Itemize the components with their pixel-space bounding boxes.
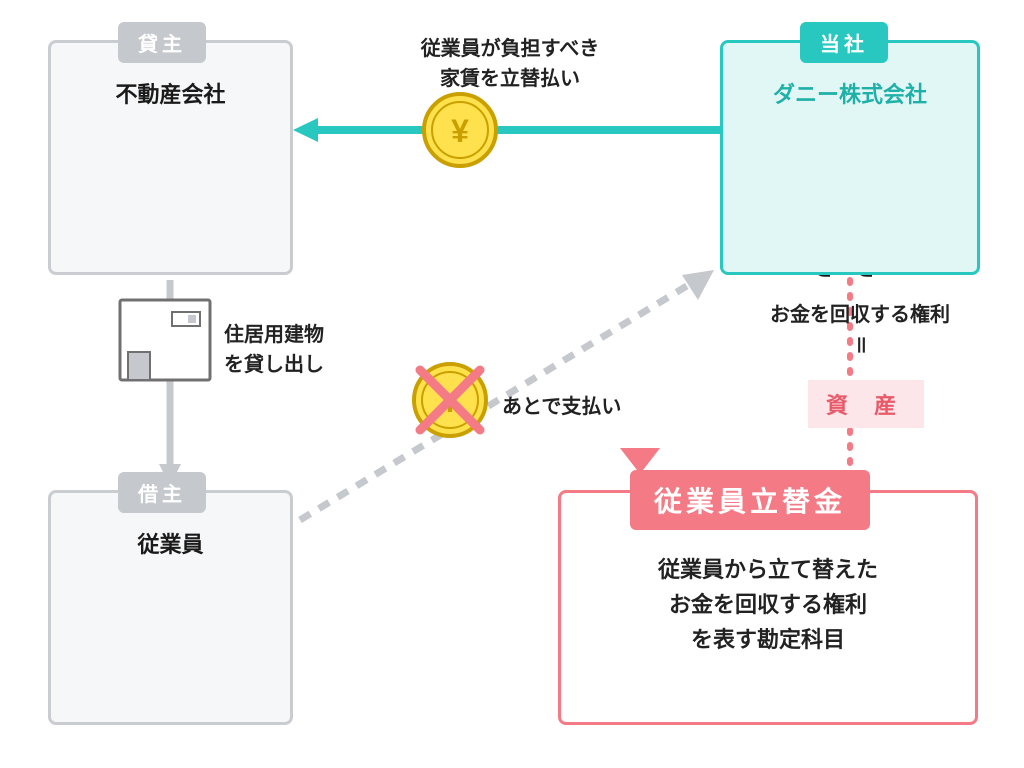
company-box: ダニー株式会社 — [720, 40, 980, 275]
annot-right-collect: お金を回収する権利 ＝ — [750, 300, 970, 360]
svg-text:¥: ¥ — [451, 113, 469, 149]
company-tab: 当社 — [800, 22, 888, 63]
lender-box: 不動産会社 — [48, 40, 293, 275]
arrow-rent-payment — [293, 118, 720, 142]
borrower-box: 従業員 — [48, 490, 293, 725]
annot-rent-advance: 従業員が負担すべき 家賃を立替払い — [360, 34, 660, 94]
yen-coin-top: ¥ — [424, 94, 496, 166]
svg-text:¥: ¥ — [441, 383, 459, 419]
callout-body-line2: お金を回収する権利 — [669, 592, 867, 617]
callout-body: 従業員から立て替えた お金を回収する権利 を表す勘定科目 — [558, 552, 978, 658]
arrow-lease-down — [159, 280, 181, 486]
callout-title: 従業員立替金 — [630, 470, 870, 530]
borrower-title: 従業員 — [51, 527, 290, 559]
lender-tab: 貸主 — [118, 22, 206, 63]
yen-coin-crossed: ¥ — [414, 364, 486, 436]
annot-lease-out: 住居用建物 を貸し出し — [224, 320, 324, 380]
lender-title: 不動産会社 — [51, 77, 290, 109]
annot-pay-later: あとで支払い — [502, 392, 621, 422]
callout-body-line3: を表す勘定科目 — [691, 627, 845, 652]
asset-badge: 資 産 — [808, 380, 924, 428]
house-icon — [120, 300, 210, 380]
callout-body-line1: 従業員から立て替えた — [658, 557, 878, 582]
company-title: ダニー株式会社 — [723, 77, 977, 109]
borrower-tab: 借主 — [118, 472, 206, 513]
